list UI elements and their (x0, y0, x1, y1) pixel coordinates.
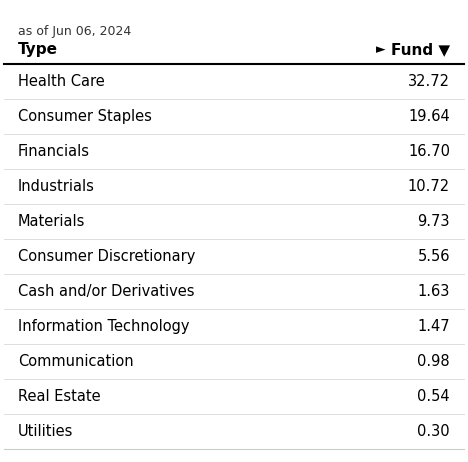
Text: 10.72: 10.72 (408, 179, 450, 194)
Text: Consumer Discretionary: Consumer Discretionary (18, 249, 195, 264)
Text: 0.54: 0.54 (417, 389, 450, 404)
Text: Health Care: Health Care (18, 74, 105, 89)
Text: 1.47: 1.47 (417, 319, 450, 334)
Text: 19.64: 19.64 (408, 109, 450, 124)
Text: Real Estate: Real Estate (18, 389, 101, 404)
Text: Consumer Staples: Consumer Staples (18, 109, 152, 124)
Text: ►: ► (376, 43, 386, 56)
Text: Information Technology: Information Technology (18, 319, 190, 334)
Text: 1.63: 1.63 (417, 284, 450, 299)
Text: Utilities: Utilities (18, 424, 73, 439)
Text: Cash and/or Derivatives: Cash and/or Derivatives (18, 284, 195, 299)
Text: 5.56: 5.56 (417, 249, 450, 264)
Text: Financials: Financials (18, 144, 90, 159)
Text: as of Jun 06, 2024: as of Jun 06, 2024 (18, 24, 131, 37)
Text: 16.70: 16.70 (408, 144, 450, 159)
Text: 9.73: 9.73 (417, 214, 450, 229)
Text: Type: Type (18, 42, 58, 57)
Text: Communication: Communication (18, 354, 133, 369)
Text: Industrials: Industrials (18, 179, 95, 194)
Text: 0.98: 0.98 (417, 354, 450, 369)
Text: 0.30: 0.30 (417, 424, 450, 439)
Text: Fund ▼: Fund ▼ (391, 42, 450, 57)
Text: 32.72: 32.72 (408, 74, 450, 89)
Text: Materials: Materials (18, 214, 85, 229)
